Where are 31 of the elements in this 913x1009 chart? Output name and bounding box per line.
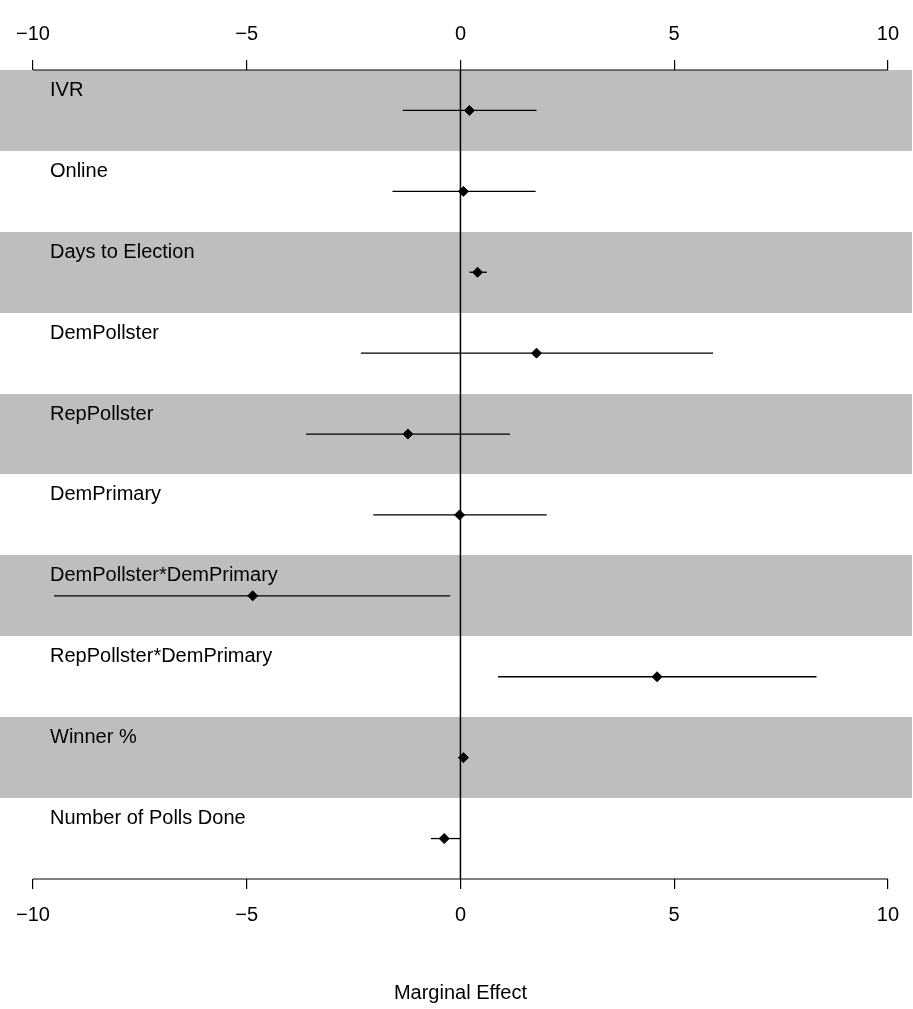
y-tick-label: IVR (50, 77, 84, 100)
y-tick-label: Days to Election (50, 239, 195, 262)
y-tick-label: Number of Polls Done (50, 806, 246, 829)
y-tick-label: RepPollster*DemPrimary (50, 644, 273, 667)
point (463, 104, 475, 116)
y-tick-label: DemPrimary (50, 482, 162, 505)
point (472, 266, 484, 278)
x-tick-label: 10 (876, 21, 899, 44)
y-tick-label: Online (50, 158, 108, 181)
y-tick-label: Winner % (50, 725, 137, 748)
point (457, 185, 469, 197)
point (454, 509, 466, 521)
x-tick-label: 0 (454, 21, 466, 44)
point (457, 752, 469, 764)
x2-tick-label: 0 (454, 902, 466, 925)
point (438, 833, 450, 845)
x-tick-label: 5 (668, 21, 680, 44)
point (531, 347, 543, 359)
x-tick-label: −5 (235, 21, 259, 44)
y-tick-label: DemPollster*DemPrimary (50, 563, 278, 586)
x2-tick-label: 10 (876, 902, 899, 925)
x2-tick-label: 5 (668, 902, 680, 925)
point (402, 428, 414, 440)
point (651, 671, 663, 683)
y-tick-label: DemPollster (50, 320, 160, 343)
point (247, 590, 259, 602)
x2-tick-label: −10 (16, 902, 50, 925)
y-tick-label: RepPollster (50, 401, 154, 424)
x-tick-label: −10 (16, 21, 50, 44)
x2-tick-label: −5 (235, 902, 259, 925)
x-axis-title: Marginal Effect (393, 980, 528, 1003)
